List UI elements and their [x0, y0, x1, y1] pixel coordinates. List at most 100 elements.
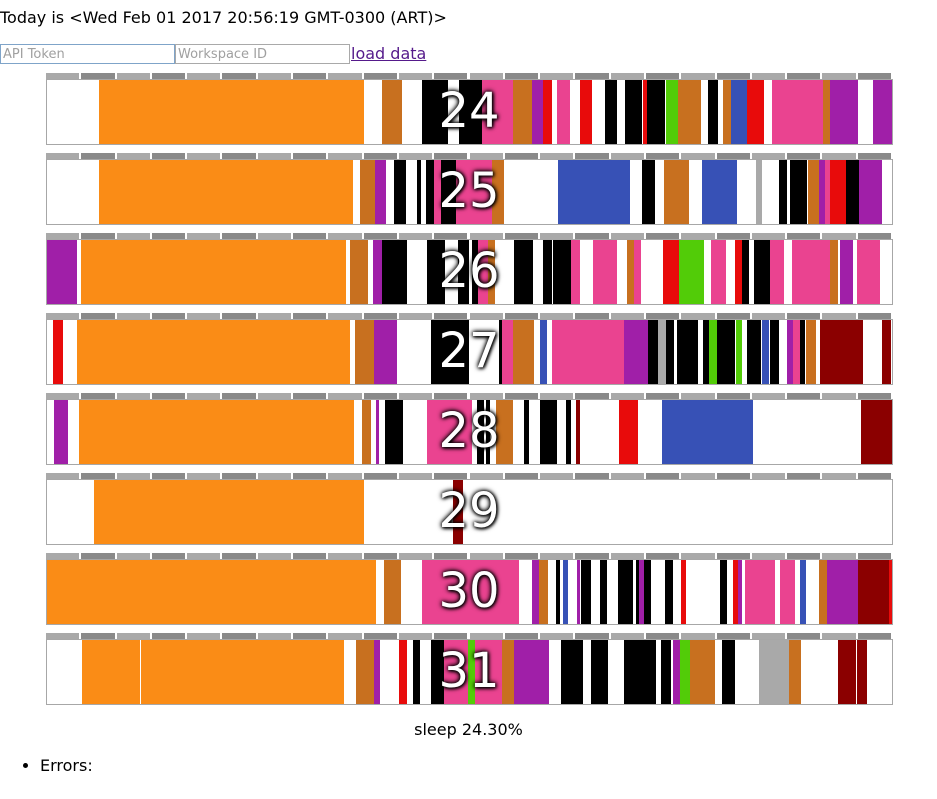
activity-segment-orange[interactable] — [99, 160, 353, 224]
activity-segment-black[interactable] — [702, 320, 710, 384]
activity-segment-red[interactable] — [734, 240, 742, 304]
activity-segment-black[interactable] — [472, 240, 478, 304]
activity-segment-darkred[interactable] — [881, 320, 892, 384]
activity-segment-red[interactable] — [543, 80, 553, 144]
activity-segment-brown[interactable] — [362, 400, 372, 464]
activity-segment-black[interactable] — [707, 80, 718, 144]
activity-segment-brown[interactable] — [830, 240, 838, 304]
activity-segment-black[interactable] — [485, 400, 490, 464]
activity-segment-red[interactable] — [52, 320, 64, 384]
activity-segment-red[interactable] — [619, 400, 639, 464]
activity-segment-purple[interactable] — [375, 400, 380, 464]
activity-segment-gray[interactable] — [755, 160, 762, 224]
activity-segment-purple[interactable] — [47, 240, 77, 304]
activity-segment-brown[interactable] — [384, 560, 402, 624]
activity-segment-purple[interactable] — [839, 240, 854, 304]
activity-segment-brown[interactable] — [723, 80, 731, 144]
activity-segment-black[interactable] — [722, 640, 735, 704]
activity-segment-gray[interactable] — [777, 640, 789, 704]
activity-segment-purple[interactable] — [738, 560, 742, 624]
activity-segment-black[interactable] — [646, 80, 665, 144]
activity-segment-black[interactable] — [565, 400, 571, 464]
activity-segment-brown[interactable] — [788, 640, 801, 704]
activity-segment-brown[interactable] — [501, 640, 515, 704]
activity-segment-darkred[interactable] — [860, 400, 892, 464]
activity-segment-darkred[interactable] — [452, 480, 463, 544]
activity-segment-green[interactable] — [679, 240, 705, 304]
activity-segment-purple[interactable] — [830, 80, 859, 144]
activity-segment-pink[interactable] — [780, 560, 795, 624]
activity-segment-pink[interactable] — [570, 240, 581, 304]
activity-segment-orange[interactable] — [82, 640, 140, 704]
activity-segment-purple[interactable] — [53, 400, 69, 464]
activity-segment-pink[interactable] — [592, 240, 617, 304]
activity-segment-red[interactable] — [888, 560, 892, 624]
activity-segment-red[interactable] — [580, 80, 593, 144]
activity-segment-pink[interactable] — [477, 240, 489, 304]
activity-segment-blue[interactable] — [662, 400, 754, 464]
activity-segment-gray[interactable] — [657, 320, 666, 384]
activity-segment-black[interactable] — [560, 640, 583, 704]
activity-segment-pink[interactable] — [464, 640, 468, 704]
activity-segment-purple[interactable] — [576, 560, 581, 624]
activity-segment-darkred[interactable] — [858, 560, 878, 624]
activity-segment-blue[interactable] — [730, 80, 747, 144]
activity-segment-pink[interactable] — [455, 160, 493, 224]
activity-segment-purple[interactable] — [673, 640, 680, 704]
activity-segment-black[interactable] — [754, 240, 771, 304]
activity-segment-pink[interactable] — [711, 240, 726, 304]
activity-segment-orange[interactable] — [94, 480, 364, 544]
workspace-id-input[interactable] — [175, 44, 350, 64]
activity-segment-green[interactable] — [709, 320, 718, 384]
activity-segment-purple[interactable] — [819, 160, 826, 224]
activity-segment-black[interactable] — [417, 160, 422, 224]
activity-segment-black[interactable] — [661, 640, 672, 704]
activity-segment-pink[interactable] — [482, 80, 514, 144]
activity-segment-black[interactable] — [381, 240, 407, 304]
activity-segment-black[interactable] — [770, 320, 779, 384]
activity-segment-black[interactable] — [581, 560, 592, 624]
activity-segment-black[interactable] — [422, 80, 448, 144]
activity-segment-brown[interactable] — [382, 80, 402, 144]
activity-segment-black[interactable] — [604, 80, 618, 144]
activity-segment-black[interactable] — [463, 320, 470, 384]
activity-segment-darkred[interactable] — [856, 640, 868, 704]
activity-segment-purple[interactable] — [374, 640, 380, 704]
activity-segment-purple[interactable] — [374, 160, 386, 224]
activity-segment-pink[interactable] — [422, 560, 519, 624]
activity-segment-purple[interactable] — [374, 320, 397, 384]
activity-segment-purple[interactable] — [859, 160, 882, 224]
activity-segment-brown[interactable] — [354, 320, 374, 384]
activity-segment-blue[interactable] — [799, 560, 806, 624]
activity-segment-pink[interactable] — [434, 160, 441, 224]
activity-segment-black[interactable] — [720, 560, 728, 624]
activity-segment-gray[interactable] — [759, 640, 778, 704]
activity-segment-pink[interactable] — [502, 320, 514, 384]
activity-segment-purple[interactable] — [873, 80, 892, 144]
activity-segment-brown[interactable] — [819, 560, 827, 624]
activity-segment-purple[interactable] — [826, 560, 859, 624]
activity-segment-brown[interactable] — [678, 80, 702, 144]
activity-segment-darkred[interactable] — [820, 320, 864, 384]
activity-segment-black[interactable] — [524, 400, 529, 464]
activity-segment-black[interactable] — [641, 160, 655, 224]
activity-segment-black[interactable] — [440, 160, 456, 224]
activity-segment-green[interactable] — [666, 80, 679, 144]
activity-segment-red[interactable] — [399, 640, 407, 704]
activity-segment-purple[interactable] — [624, 320, 648, 384]
activity-segment-brown[interactable] — [495, 400, 513, 464]
activity-segment-brown[interactable] — [356, 640, 374, 704]
activity-segment-blue[interactable] — [558, 160, 631, 224]
activity-segment-black[interactable] — [676, 320, 698, 384]
activity-segment-darkred[interactable] — [575, 400, 581, 464]
activity-segment-pink[interactable] — [552, 320, 625, 384]
activity-segment-brown[interactable] — [513, 80, 533, 144]
activity-segment-purple[interactable] — [373, 240, 382, 304]
activity-segment-black[interactable] — [427, 240, 445, 304]
activity-segment-brown[interactable] — [538, 560, 549, 624]
activity-segment-black[interactable] — [778, 160, 788, 224]
activity-segment-pink[interactable] — [444, 640, 465, 704]
activity-segment-black[interactable] — [426, 160, 434, 224]
activity-segment-black[interactable] — [477, 400, 484, 464]
activity-segment-black[interactable] — [459, 80, 483, 144]
